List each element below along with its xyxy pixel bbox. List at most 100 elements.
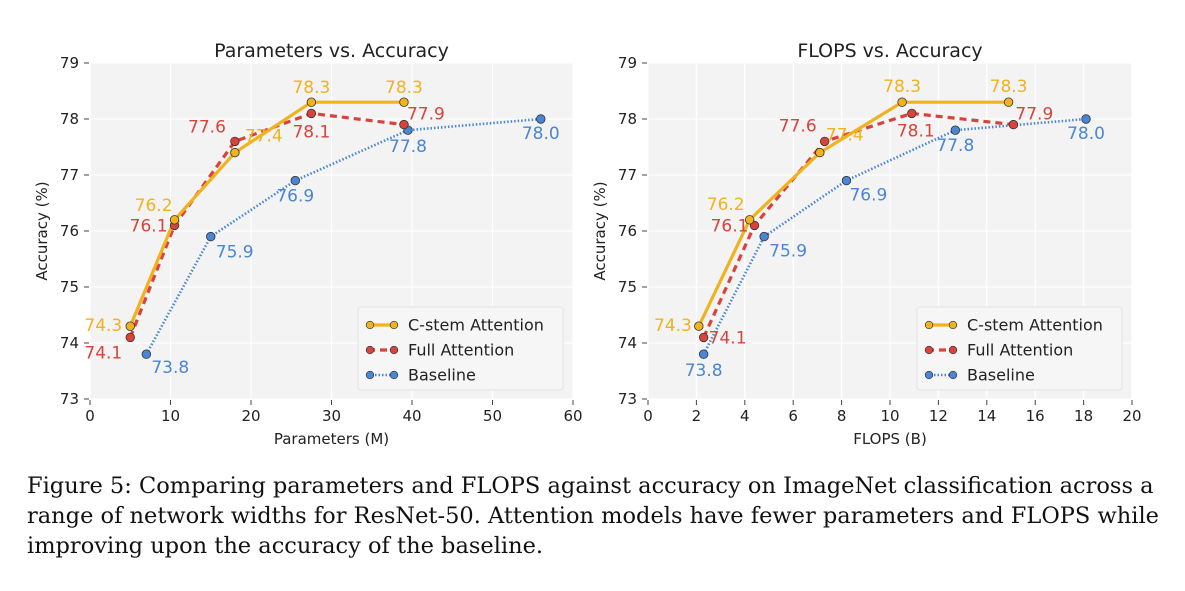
data-point-baseline (698, 349, 709, 359)
data-point-full (1008, 119, 1019, 130)
data-point-baseline (841, 175, 852, 186)
y-tick-label: 75 (618, 278, 637, 296)
data-point-cstem (897, 97, 907, 107)
x-tick-label: 0 (85, 407, 95, 425)
y-tick-label: 77 (60, 166, 79, 184)
data-point-cstem (815, 147, 825, 158)
chart-params: 73 74 75 76 77 78 79 0 10 20 30 40 50 60 Parameters vs… (33, 40, 583, 448)
legend-marker-cstem (924, 320, 934, 330)
legend-marker-full (924, 345, 934, 355)
x-tick-label: 8 (837, 407, 847, 425)
data-label-full: 77.9 (1015, 105, 1053, 125)
data-label-cstem: 78.3 (292, 78, 330, 98)
x-tick-label: 20 (241, 407, 260, 425)
legend-label-cstem: C-stem Attention (967, 316, 1103, 335)
x-tick-label: 4 (740, 407, 750, 425)
data-point-baseline (759, 231, 769, 242)
data-label-baseline: 76.9 (276, 187, 314, 207)
y-tick-label: 78 (60, 110, 79, 128)
data-label-baseline: 77.8 (389, 137, 427, 157)
x-tick-label: 20 (1122, 407, 1141, 425)
x-tick-label: 30 (322, 407, 341, 425)
data-label-baseline: 73.8 (685, 361, 723, 381)
legend-marker-full (389, 345, 399, 355)
figure-caption: Figure 5: Comparing parameters and FLOPS… (27, 473, 1159, 559)
x-tick-label: 50 (483, 407, 502, 425)
x-tick-label: 16 (1026, 407, 1045, 425)
x-tick-label: 18 (1074, 407, 1093, 425)
data-label-cstem: 74.3 (84, 316, 122, 336)
data-label-baseline: 78.0 (522, 124, 560, 144)
data-label-cstem: 76.2 (135, 196, 173, 216)
data-label-full: 74.1 (84, 343, 122, 363)
legend-label-baseline: Baseline (967, 366, 1035, 385)
data-point-cstem (744, 215, 755, 225)
data-point-full (230, 136, 240, 147)
data-label-cstem: 78.3 (883, 77, 921, 97)
x-tick-label: 10 (161, 407, 180, 425)
y-tick-label: 76 (60, 222, 79, 240)
data-label-baseline: 78.0 (1067, 124, 1105, 144)
legend-marker-full (365, 345, 375, 355)
legend-marker-full (948, 345, 958, 355)
data-point-cstem (125, 321, 135, 331)
data-label-cstem: 74.3 (654, 316, 692, 336)
data-label-baseline: 76.9 (849, 186, 887, 206)
data-label-cstem: 76.2 (707, 195, 745, 215)
x-tick-label: 6 (788, 407, 798, 425)
x-axis-label: Parameters (M) (274, 430, 389, 448)
legend-box (916, 306, 1123, 391)
chart-title: Parameters vs. Accuracy (214, 40, 449, 62)
data-label-full: 76.1 (130, 216, 168, 236)
data-label-baseline: 77.8 (936, 136, 974, 156)
x-tick-label: 60 (563, 407, 582, 425)
data-point-cstem (399, 97, 409, 107)
data-label-cstem: 78.3 (385, 78, 423, 98)
data-label-cstem: 78.3 (990, 77, 1028, 97)
data-point-full (907, 108, 917, 119)
x-tick-label: 12 (929, 407, 948, 425)
data-label-full: 78.1 (292, 122, 330, 142)
x-tick-label: 0 (643, 407, 653, 425)
y-axis-label: Accuracy (%) (591, 181, 609, 280)
y-tick-label: 74 (618, 334, 637, 352)
series-line-full (128, 111, 405, 338)
data-label-cstem: 77.4 (245, 127, 283, 147)
data-point-full (819, 136, 830, 147)
data-point-cstem (694, 321, 704, 331)
y-tick-label: 79 (618, 54, 637, 72)
data-point-cstem (1003, 97, 1014, 107)
y-tick-label: 74 (60, 334, 79, 352)
legend-marker-cstem (948, 320, 958, 330)
data-label-full: 76.1 (711, 216, 749, 236)
data-label-baseline: 73.8 (151, 358, 189, 378)
x-tick-label: 40 (402, 407, 421, 425)
legend-marker-baseline (389, 370, 399, 380)
data-point-full (125, 332, 135, 343)
x-tick-label: 10 (880, 407, 899, 425)
data-point-cstem (230, 147, 240, 158)
y-axis-label: Accuracy (%) (33, 181, 51, 280)
legend-label-full: Full Attention (408, 341, 514, 360)
legend-marker-baseline (365, 370, 375, 380)
data-label-full: 77.6 (779, 116, 817, 136)
data-point-cstem (306, 97, 317, 107)
data-label-cstem: 77.4 (826, 126, 864, 146)
y-tick-label: 76 (618, 222, 637, 240)
legend-label-full: Full Attention (967, 341, 1073, 360)
data-label-baseline: 75.9 (216, 243, 254, 263)
legend-marker-baseline (924, 370, 934, 380)
y-tick-label: 79 (60, 54, 79, 72)
data-point-baseline (536, 114, 546, 124)
data-point-baseline (206, 231, 216, 242)
data-point-full (698, 332, 709, 343)
data-point-cstem (169, 215, 180, 225)
data-label-full: 77.6 (188, 117, 226, 137)
data-point-baseline (290, 175, 300, 186)
legend-marker-baseline (948, 370, 958, 380)
x-tick-label: 2 (692, 407, 702, 425)
legend-box (357, 306, 564, 391)
legend-marker-cstem (365, 320, 375, 330)
